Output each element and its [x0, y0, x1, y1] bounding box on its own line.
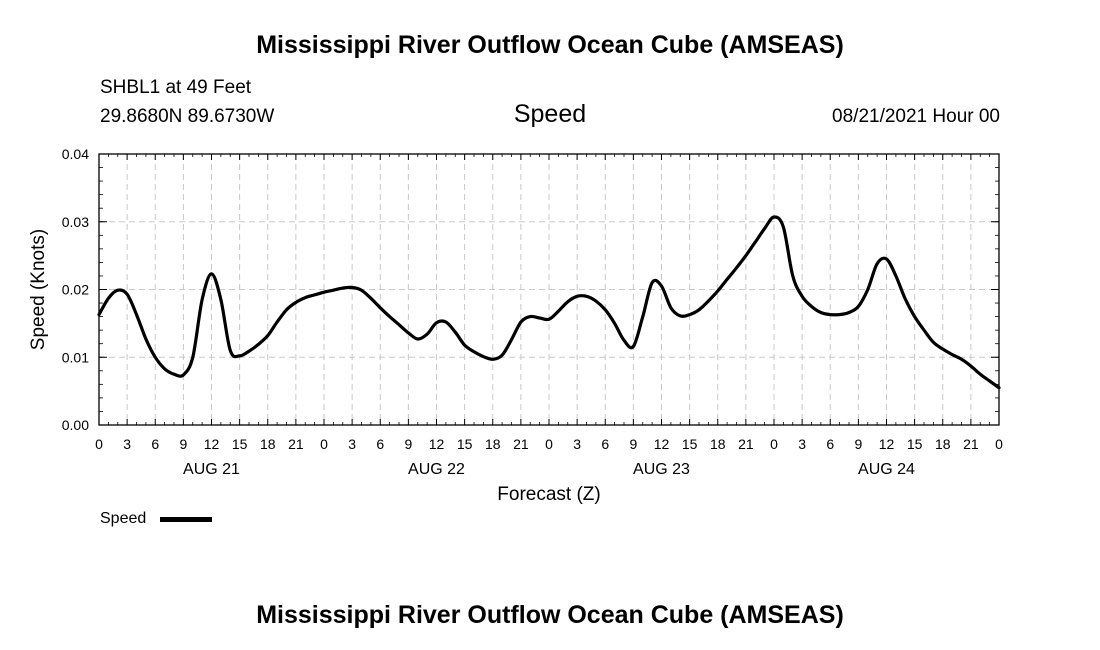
x-tick-label: 15	[457, 436, 473, 452]
variable-title: Speed	[513, 100, 587, 128]
x-tick-label: 15	[907, 436, 923, 452]
chart-title: Mississippi River Outflow Ocean Cube (AM…	[256, 31, 844, 59]
x-tick-label: 15	[682, 436, 698, 452]
x-tick-label: 21	[963, 436, 979, 452]
legend-swatch	[160, 517, 212, 522]
day-label: AUG 24	[858, 461, 915, 478]
y-tick-label: 0.02	[62, 282, 89, 298]
x-axis-label: Forecast (Z)	[497, 484, 600, 505]
x-tick-label: 0	[320, 436, 328, 452]
x-tick-label: 0	[770, 436, 778, 452]
x-tick-label: 21	[288, 436, 304, 452]
x-tick-label: 12	[879, 436, 895, 452]
x-tick-label: 6	[376, 436, 384, 452]
x-tick-label: 12	[204, 436, 220, 452]
x-tick-label: 0	[995, 436, 1003, 452]
x-tick-label: 12	[429, 436, 445, 452]
day-label: AUG 22	[408, 461, 465, 478]
x-tick-label: 18	[935, 436, 951, 452]
x-tick-label: 3	[123, 436, 131, 452]
x-tick-label: 12	[654, 436, 670, 452]
x-tick-label: 18	[485, 436, 501, 452]
y-axis-label: Speed (Knots)	[28, 229, 49, 350]
station-label: SHBL1 at 49 Feet	[100, 77, 252, 98]
x-tick-label: 0	[545, 436, 553, 452]
series-points	[99, 217, 999, 388]
chart-grid	[99, 154, 999, 425]
x-tick-label: 18	[710, 436, 726, 452]
day-label: AUG 23	[633, 461, 690, 478]
x-tick-label: 9	[179, 436, 187, 452]
x-tick-label: 15	[232, 436, 248, 452]
axis-labels: 0 3 6 9 12 15 18 21 0 3 6 9 12 15 18 21 0 3 6 9 12 15 18 21 0 3 6 9…	[62, 146, 1003, 478]
x-tick-label: 3	[798, 436, 806, 452]
datetime-label: 08/21/2021 Hour 00	[832, 106, 1000, 127]
x-tick-label: 6	[826, 436, 834, 452]
location-label: 29.8680N 89.6730W	[100, 106, 275, 127]
x-tick-label: 3	[573, 436, 581, 452]
x-tick-label: 3	[348, 436, 356, 452]
footer-title: Mississippi River Outflow Ocean Cube (AM…	[256, 601, 844, 629]
speed-series-line	[97, 215, 1001, 390]
x-tick-label: 6	[601, 436, 609, 452]
x-tick-label: 21	[513, 436, 529, 452]
x-tick-label: 0	[95, 436, 103, 452]
x-tick-label: 9	[629, 436, 637, 452]
axis-ticks	[98, 153, 1000, 426]
x-tick-label: 9	[404, 436, 412, 452]
y-tick-label: 0.04	[62, 146, 89, 162]
x-tick-label: 9	[854, 436, 862, 452]
y-tick-label: 0.03	[62, 214, 89, 230]
day-label: AUG 21	[183, 461, 240, 478]
x-tick-label: 6	[151, 436, 159, 452]
x-tick-label: 21	[738, 436, 754, 452]
y-tick-label: 0.01	[62, 349, 89, 365]
x-tick-label: 18	[260, 436, 276, 452]
legend-label: Speed	[100, 510, 147, 527]
y-tick-label: 0.00	[62, 417, 89, 433]
